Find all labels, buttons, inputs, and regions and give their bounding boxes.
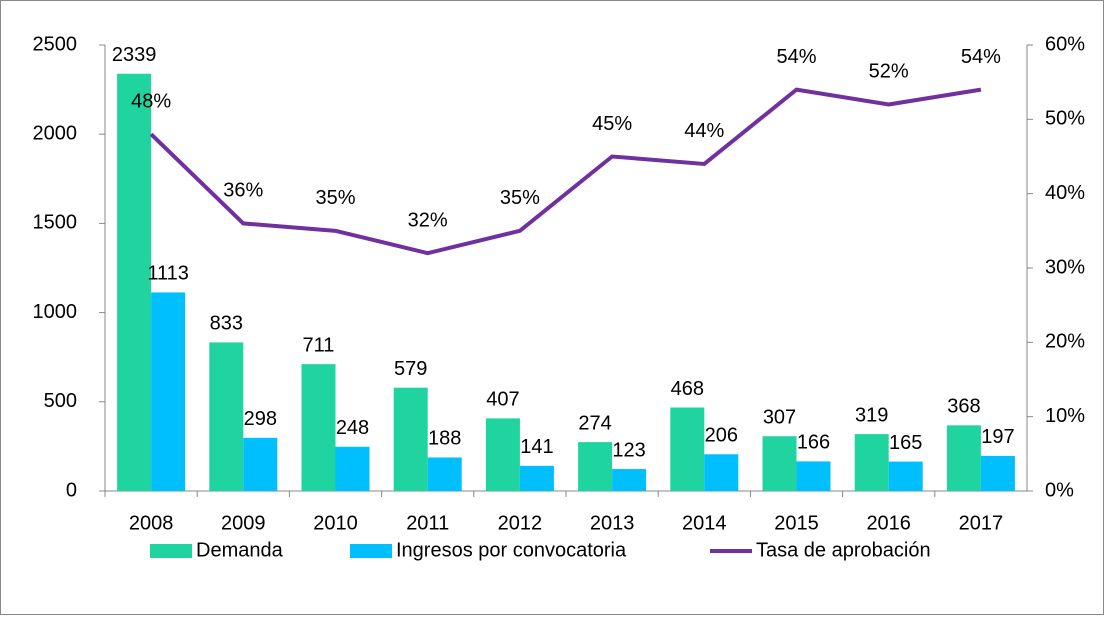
data-label: 579 (394, 358, 427, 380)
x-tick-label: 2010 (313, 512, 358, 534)
bar (427, 457, 462, 491)
data-label: 1113 (147, 263, 189, 285)
data-label: 44% (684, 120, 724, 142)
bar (151, 292, 186, 491)
data-label: 833 (210, 313, 243, 335)
data-label: 35% (315, 187, 355, 209)
bar (888, 461, 923, 491)
bar (946, 425, 981, 491)
bar (209, 342, 244, 491)
x-tick-label: 2011 (406, 512, 449, 534)
bar (854, 434, 889, 491)
x-tick-label: 2008 (129, 512, 174, 534)
data-label: 319 (855, 404, 888, 426)
x-tick-label: 2009 (221, 512, 266, 534)
x-tick-label: 2014 (682, 512, 727, 534)
y-tick-label: 1000 (33, 301, 78, 323)
bar (117, 73, 152, 491)
data-label: 123 (612, 439, 645, 461)
data-label: 166 (797, 432, 830, 454)
bar (578, 442, 613, 491)
y2-tick-label: 30% (1045, 256, 1085, 278)
x-tick-label: 2015 (774, 512, 819, 534)
data-label: 54% (961, 46, 1001, 68)
data-label: 298 (244, 408, 277, 430)
bar (485, 418, 520, 491)
legend-label: Demanda (196, 539, 284, 561)
data-label: 54% (776, 46, 816, 68)
data-label: 188 (428, 428, 461, 450)
data-label: 407 (486, 389, 519, 411)
data-label: 141 (520, 436, 553, 458)
data-label: 45% (592, 113, 632, 135)
y2-tick-label: 0% (1045, 479, 1074, 501)
data-label: 36% (223, 180, 263, 202)
x-tick-label: 2013 (590, 512, 635, 534)
bar (980, 455, 1015, 491)
y-tick-label: 1500 (33, 212, 78, 234)
y-tick-label: 2500 (33, 33, 78, 55)
y-tick-label: 2000 (33, 122, 78, 144)
data-label: 48% (131, 90, 171, 112)
bar (243, 437, 278, 491)
legend-swatch (150, 544, 192, 558)
bar (704, 454, 739, 491)
bar (301, 364, 336, 491)
data-label: 2339 (112, 44, 157, 66)
data-label: 165 (889, 432, 922, 454)
y-tick-label: 500 (44, 390, 77, 412)
x-tick-label: 2017 (959, 512, 1004, 534)
data-label: 274 (578, 412, 611, 434)
data-label: 32% (408, 209, 448, 231)
bar (670, 407, 705, 491)
y2-tick-label: 50% (1045, 108, 1085, 130)
legend-label: Ingresos por convocatoria (396, 539, 627, 561)
y2-tick-label: 40% (1045, 182, 1085, 204)
bar (519, 465, 554, 491)
y-tick-label: 0 (66, 479, 77, 501)
data-label: 197 (981, 426, 1014, 448)
data-label: 35% (500, 187, 540, 209)
data-label: 711 (303, 334, 335, 356)
legend-label: Tasa de aprobación (756, 539, 931, 561)
data-label: 307 (763, 407, 796, 429)
data-label: 248 (336, 417, 369, 439)
x-tick-label: 2016 (866, 512, 911, 534)
y2-tick-label: 20% (1045, 331, 1085, 353)
data-label: 368 (947, 396, 980, 418)
data-label: 52% (869, 61, 909, 83)
data-label: 206 (705, 425, 738, 447)
y2-tick-label: 10% (1045, 405, 1085, 427)
bar (393, 387, 428, 491)
bar (762, 436, 797, 491)
bar (796, 461, 831, 491)
bar (612, 469, 647, 491)
line (149, 87, 982, 256)
legend-swatch (350, 544, 392, 558)
x-tick-label: 2012 (498, 512, 543, 534)
data-label: 468 (671, 378, 704, 400)
y2-tick-label: 60% (1045, 33, 1085, 55)
bar (335, 446, 370, 491)
